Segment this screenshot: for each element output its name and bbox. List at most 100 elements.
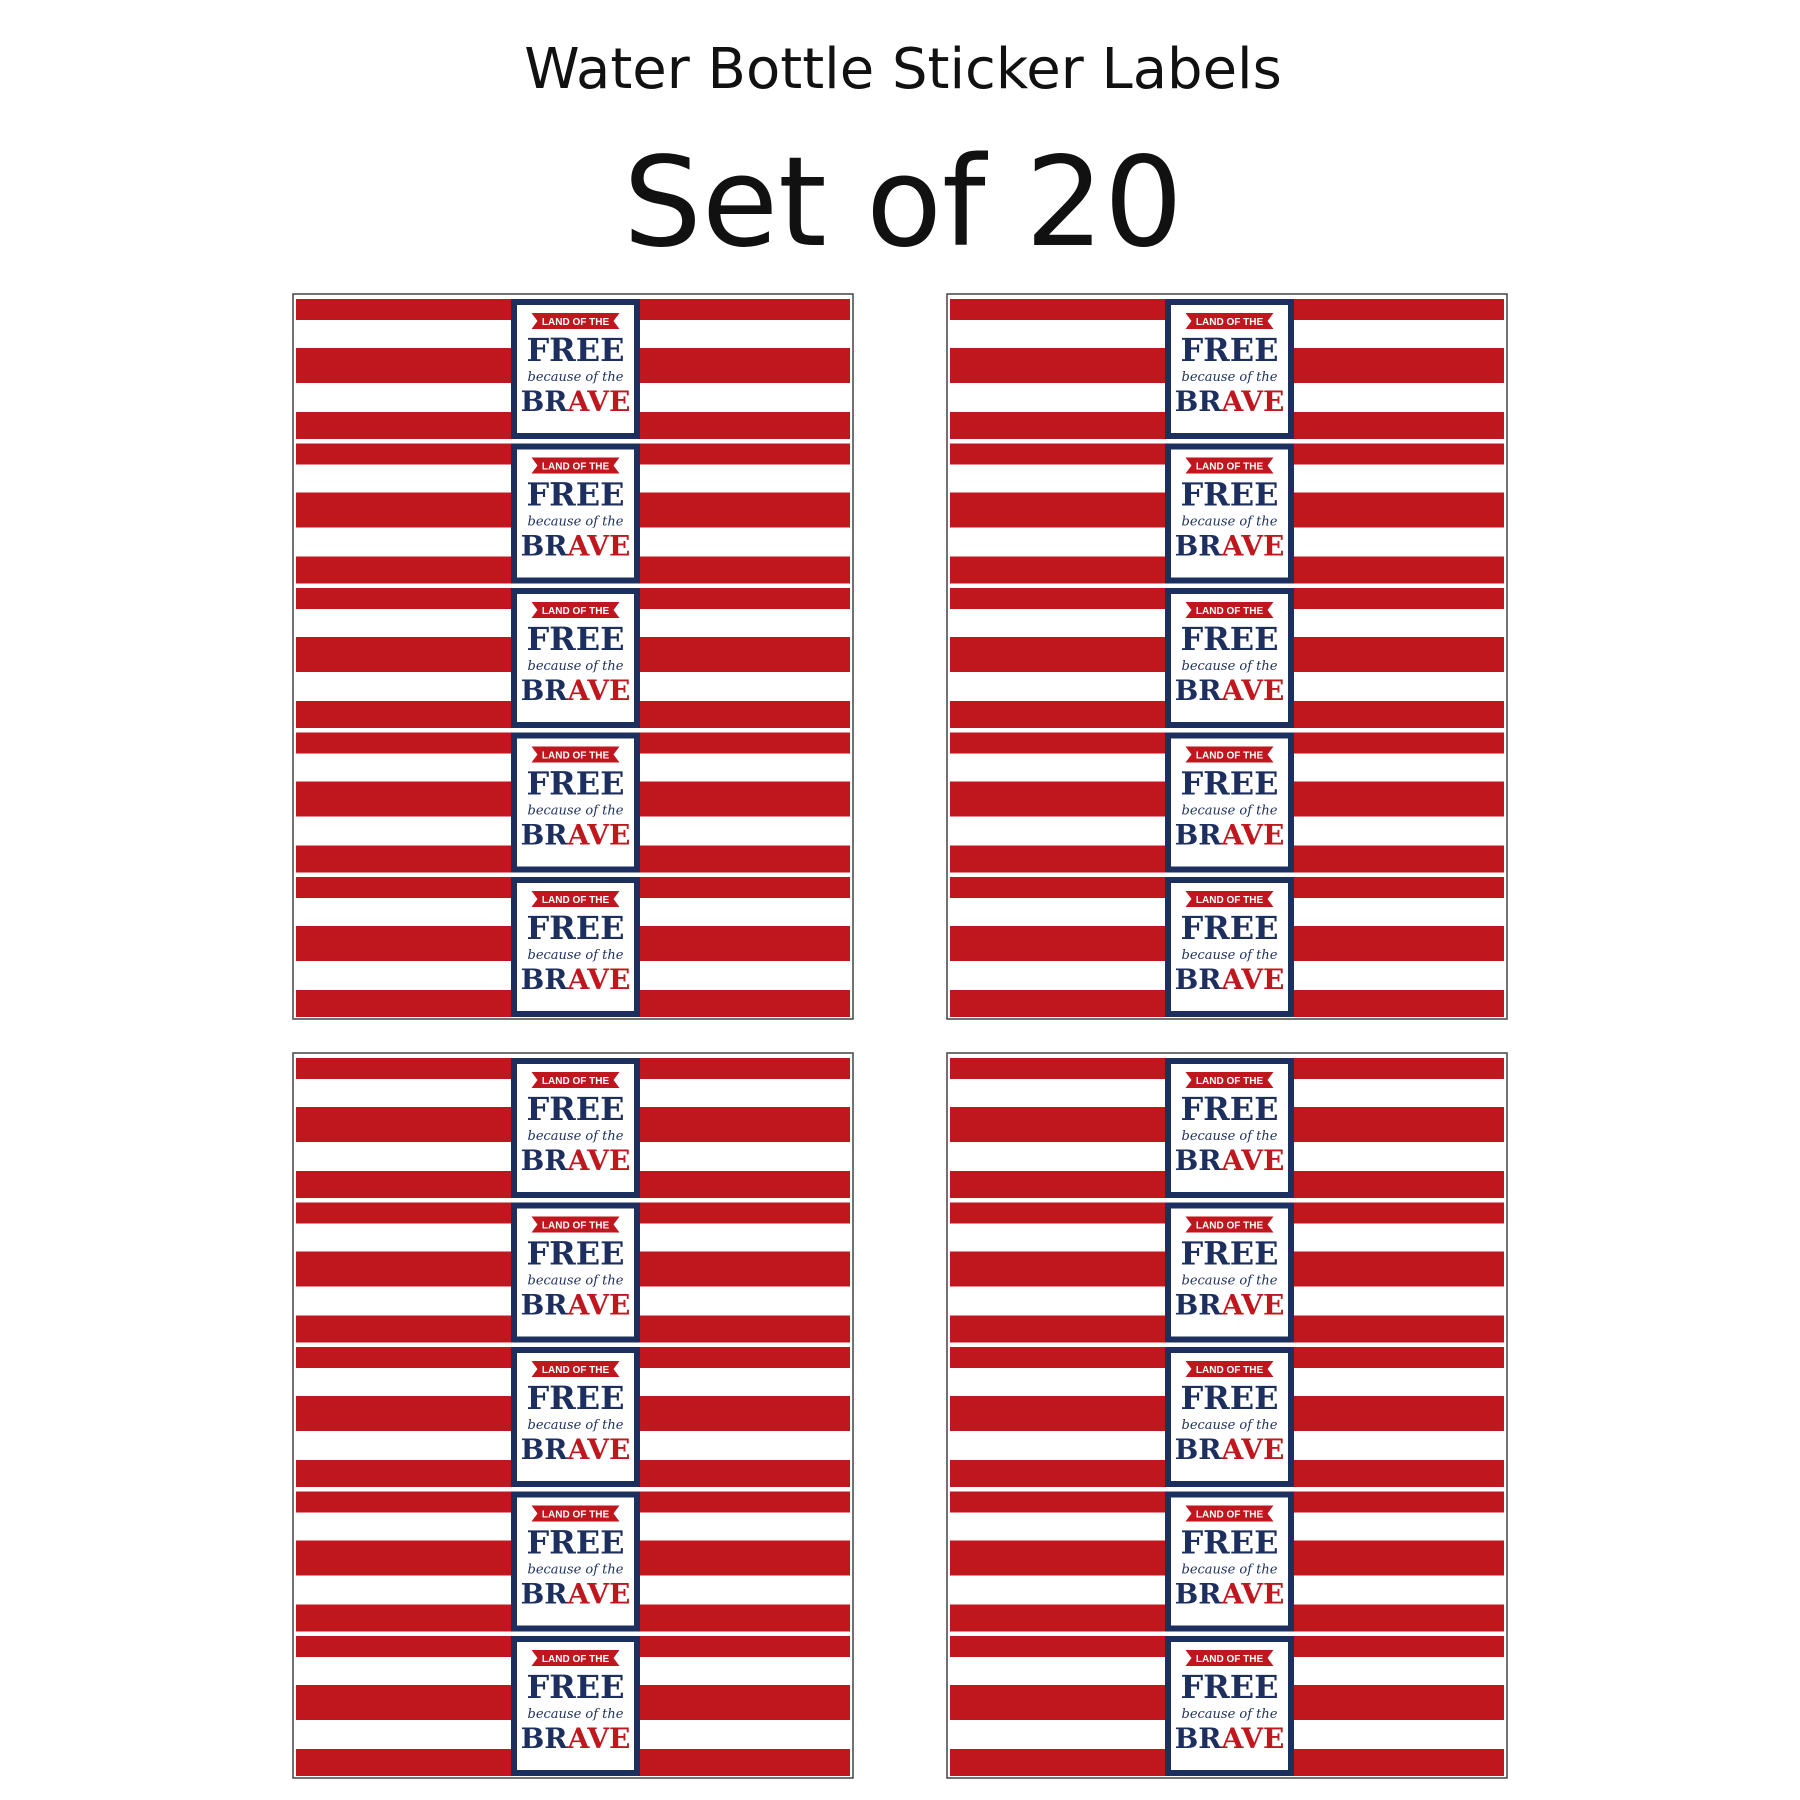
brave-start: BR [521, 1722, 569, 1755]
script-text: because of the [528, 370, 624, 385]
free-text: FREE [526, 620, 624, 658]
banner-text: LAND OF THE [542, 1510, 610, 1521]
brave-text: BRAVE [1175, 1144, 1285, 1177]
brave-text: BRAVE [521, 530, 631, 563]
banner-text: LAND OF THE [1196, 1221, 1264, 1232]
banner-ribbon [531, 313, 620, 329]
title: Water Bottle Sticker Labels [524, 37, 1282, 102]
banner-ribbon [1185, 457, 1274, 474]
free-text: FREE [1180, 620, 1278, 658]
banner-text: LAND OF THE [542, 606, 610, 617]
banner-ribbon [1185, 313, 1274, 329]
free-text: FREE [526, 909, 624, 947]
brave-start: BR [521, 674, 569, 707]
brave-end: AVE [1221, 1578, 1285, 1611]
brave-text: BRAVE [521, 819, 631, 852]
brave-text: BRAVE [521, 385, 631, 418]
brave-text: BRAVE [1175, 1289, 1285, 1322]
brave-text: BRAVE [1175, 819, 1285, 852]
script-text: because of the [528, 1707, 624, 1722]
brave-end: AVE [567, 1289, 631, 1322]
brave-start: BR [1175, 1289, 1223, 1322]
brave-end: AVE [567, 674, 631, 707]
brave-end: AVE [1221, 1722, 1285, 1755]
banner-ribbon [531, 746, 620, 763]
brave-start: BR [521, 1433, 569, 1466]
brave-text: BRAVE [521, 1578, 631, 1611]
banner-text: LAND OF THE [542, 317, 610, 328]
brave-text: BRAVE [1175, 963, 1285, 996]
brave-end: AVE [1221, 1289, 1285, 1322]
brave-text: BRAVE [521, 1144, 631, 1177]
script-text: because of the [528, 1129, 624, 1144]
free-text: FREE [1180, 1090, 1278, 1128]
banner-ribbon [531, 602, 620, 618]
script-text: because of the [1182, 659, 1278, 674]
brave-text: BRAVE [521, 1722, 631, 1755]
brave-end: AVE [1221, 1433, 1285, 1466]
banner-text: LAND OF THE [542, 895, 610, 906]
script-text: because of the [1182, 1129, 1278, 1144]
brave-end: AVE [567, 1722, 631, 1755]
banner-text: LAND OF THE [542, 751, 610, 762]
brave-end: AVE [567, 1433, 631, 1466]
script-text: because of the [1182, 1418, 1278, 1433]
brave-start: BR [1175, 963, 1223, 996]
free-text: FREE [526, 1090, 624, 1128]
script-text: because of the [528, 1418, 624, 1433]
free-text: FREE [526, 1524, 624, 1562]
brave-start: BR [1175, 1722, 1223, 1755]
banner-text: LAND OF THE [1196, 317, 1264, 328]
free-text: FREE [526, 476, 624, 514]
script-text: because of the [528, 804, 624, 819]
subtitle: Set of 20 [623, 131, 1183, 275]
brave-end: AVE [567, 963, 631, 996]
banner-ribbon [1185, 1361, 1274, 1377]
banner-ribbon [1185, 1216, 1274, 1233]
free-text: FREE [1180, 909, 1278, 947]
brave-text: BRAVE [521, 1433, 631, 1466]
brave-text: BRAVE [521, 674, 631, 707]
free-text: FREE [1180, 1524, 1278, 1562]
script-text: because of the [1182, 370, 1278, 385]
banner-ribbon [1185, 891, 1274, 907]
script-text: because of the [1182, 1707, 1278, 1722]
banner-ribbon [1185, 1505, 1274, 1522]
script-text: because of the [1182, 1274, 1278, 1289]
free-text: FREE [1180, 1668, 1278, 1706]
brave-text: BRAVE [1175, 1433, 1285, 1466]
brave-start: BR [521, 385, 569, 418]
free-text: FREE [1180, 765, 1278, 803]
brave-start: BR [521, 1289, 569, 1322]
brave-start: BR [521, 530, 569, 563]
free-text: FREE [526, 1235, 624, 1273]
free-text: FREE [1180, 1235, 1278, 1273]
script-text: because of the [528, 1274, 624, 1289]
script-text: because of the [1182, 1563, 1278, 1578]
brave-start: BR [1175, 1144, 1223, 1177]
brave-start: BR [521, 963, 569, 996]
brave-end: AVE [1221, 674, 1285, 707]
banner-ribbon [531, 457, 620, 474]
banner-ribbon [1185, 1072, 1274, 1088]
banner-ribbon [531, 1216, 620, 1233]
script-text: because of the [528, 948, 624, 963]
brave-text: BRAVE [521, 1289, 631, 1322]
